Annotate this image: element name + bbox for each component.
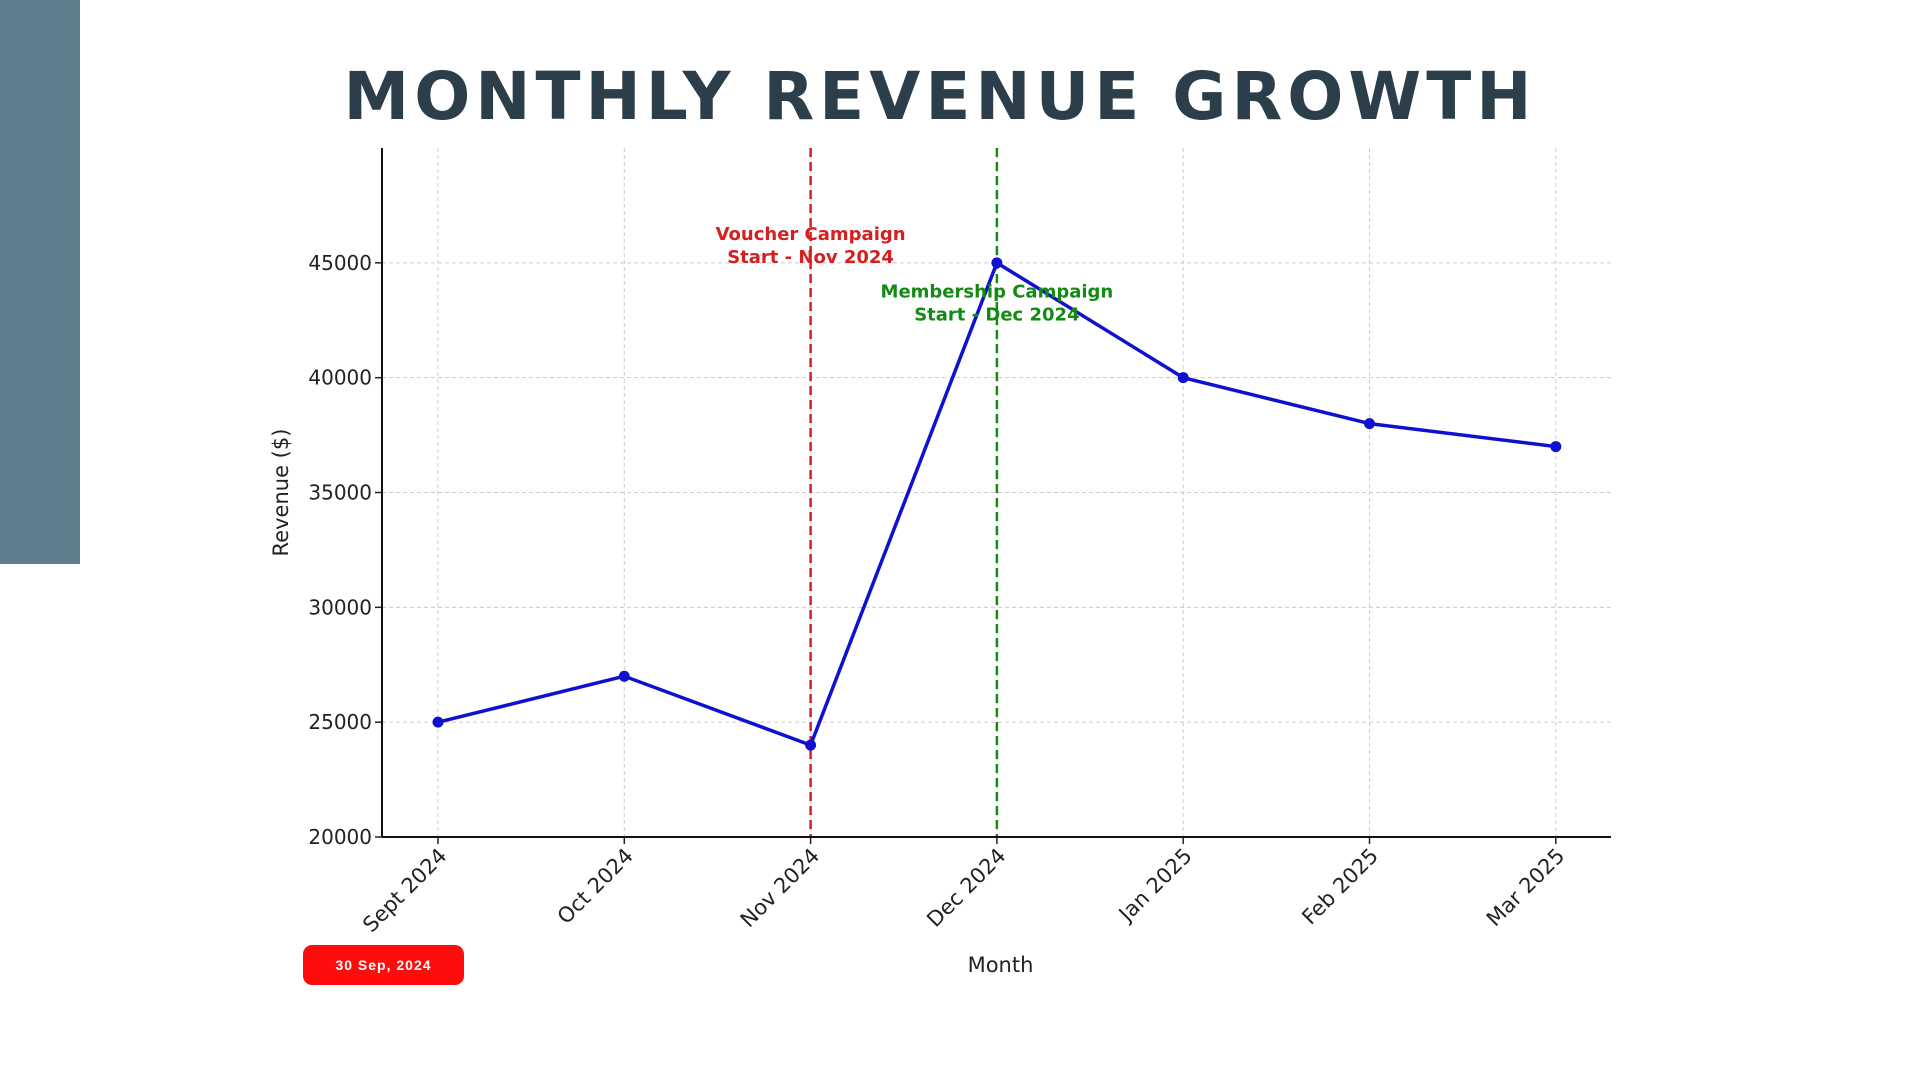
data-series: [432, 257, 1562, 751]
data-point: [991, 257, 1003, 269]
data-point: [1177, 372, 1189, 384]
x-axis-title: Month: [968, 953, 1034, 977]
slide-title: MONTHLY REVENUE GROWTH: [343, 58, 1537, 135]
axes: [375, 148, 1611, 844]
x-tick-label: Feb 2025: [1297, 844, 1383, 930]
y-axis-title: Revenue ($): [269, 429, 293, 557]
x-tick-label: Jan 2025: [1113, 844, 1197, 928]
x-tick-label: Dec 2024: [922, 844, 1010, 932]
axis-labels: 20000 25000 30000 35000 40000 45000 Sept 2024 O…: [269, 251, 1569, 977]
data-point: [432, 716, 444, 728]
data-point: [618, 670, 630, 682]
x-tick-label: Sept 2024: [358, 844, 451, 937]
x-tick-label: Mar 2025: [1482, 844, 1570, 932]
campaign-label: Voucher Campaign: [716, 224, 906, 245]
x-tick-label: Oct 2024: [553, 844, 638, 929]
side-accent-bar: [0, 0, 80, 564]
data-point: [1550, 441, 1562, 453]
date-badge: 30 Sep, 2024: [303, 945, 464, 985]
data-point: [1364, 418, 1375, 430]
y-tick-label: 20000: [308, 825, 372, 849]
campaign-label: Start - Nov 2024: [727, 247, 894, 268]
y-tick-label: 25000: [308, 710, 372, 734]
y-tick-label: 35000: [308, 481, 372, 505]
y-tick-label: 40000: [308, 366, 372, 390]
data-point: [805, 739, 817, 751]
x-tick-label: Nov 2024: [736, 844, 824, 932]
y-tick-label: 45000: [308, 251, 372, 275]
campaign-label: Membership Campaign: [881, 281, 1114, 302]
y-tick-label: 30000: [308, 595, 372, 619]
campaign-label: Start - Dec 2024: [914, 304, 1079, 325]
